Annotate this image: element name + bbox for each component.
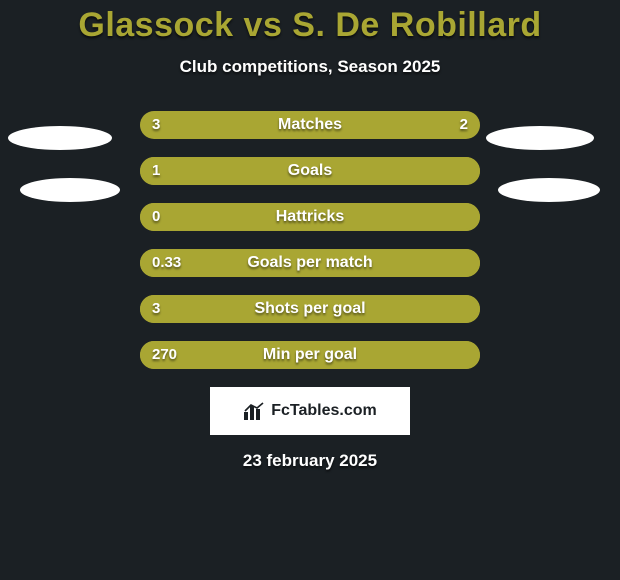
stat-left-value: 1 [152, 157, 160, 185]
stat-left-value: 3 [152, 111, 160, 139]
stat-label: Shots per goal [140, 295, 480, 323]
subtitle: Club competitions, Season 2025 [0, 57, 620, 77]
source-badge: FcTables.com [210, 387, 410, 435]
stat-row: Hattricks0 [0, 203, 620, 231]
player-ellipse-right [486, 126, 594, 150]
stat-left-value: 0.33 [152, 249, 181, 277]
bars-icon [243, 402, 265, 420]
player-ellipse-right [498, 178, 600, 202]
date-label: 23 february 2025 [0, 451, 620, 471]
stat-row: Goals per match0.33 [0, 249, 620, 277]
stat-label: Goals per match [140, 249, 480, 277]
player-ellipse-left [20, 178, 120, 202]
stat-label: Min per goal [140, 341, 480, 369]
stat-right-value: 2 [460, 111, 468, 139]
stat-label: Goals [140, 157, 480, 185]
stat-label: Hattricks [140, 203, 480, 231]
player-ellipse-left [8, 126, 112, 150]
stat-label: Matches [140, 111, 480, 139]
stat-row: Min per goal270 [0, 341, 620, 369]
badge-text: FcTables.com [271, 402, 377, 420]
page-title: Glassock vs S. De Robillard [0, 0, 620, 45]
stat-row: Shots per goal3 [0, 295, 620, 323]
stat-left-value: 3 [152, 295, 160, 323]
stat-left-value: 270 [152, 341, 177, 369]
stat-left-value: 0 [152, 203, 160, 231]
